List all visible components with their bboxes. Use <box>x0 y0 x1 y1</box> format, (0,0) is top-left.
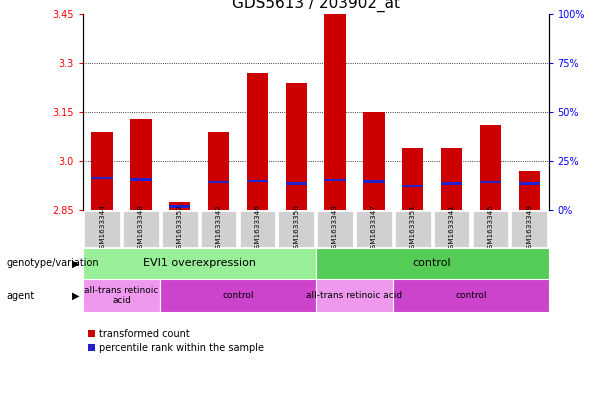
Bar <box>434 211 470 247</box>
Bar <box>278 211 314 247</box>
Bar <box>169 202 191 210</box>
Bar <box>402 148 424 210</box>
Bar <box>85 211 120 247</box>
Bar <box>131 119 151 210</box>
Bar <box>324 179 346 182</box>
Bar <box>473 211 508 247</box>
Bar <box>169 205 191 208</box>
Text: control: control <box>413 258 452 268</box>
Bar <box>123 211 159 247</box>
Bar <box>240 211 275 247</box>
Text: agent: agent <box>6 291 34 301</box>
Bar <box>161 279 316 312</box>
Text: GSM1633343: GSM1633343 <box>332 204 338 253</box>
Bar <box>395 211 430 247</box>
Bar <box>286 83 307 210</box>
Text: GSM1633342: GSM1633342 <box>216 204 222 253</box>
Text: GSM1633348: GSM1633348 <box>138 204 144 253</box>
Text: all-trans retinoic
acid: all-trans retinoic acid <box>85 286 159 305</box>
Text: GSM1633351: GSM1633351 <box>409 204 416 253</box>
Bar <box>208 181 229 184</box>
Text: control: control <box>223 291 254 300</box>
Text: all-trans retinoic acid: all-trans retinoic acid <box>306 291 403 300</box>
Legend: transformed count, percentile rank within the sample: transformed count, percentile rank withi… <box>88 329 264 353</box>
Bar <box>83 279 161 312</box>
Bar <box>316 248 549 279</box>
Text: GSM1633341: GSM1633341 <box>449 204 455 253</box>
Bar <box>247 180 268 182</box>
Bar <box>131 178 151 181</box>
Title: GDS5613 / 203902_at: GDS5613 / 203902_at <box>232 0 400 13</box>
Text: GSM1633350: GSM1633350 <box>293 204 299 253</box>
Text: EVI1 overexpression: EVI1 overexpression <box>143 258 256 268</box>
Text: genotype/variation: genotype/variation <box>6 258 99 268</box>
Bar <box>83 248 316 279</box>
Bar <box>441 148 462 210</box>
Bar <box>286 182 307 185</box>
Bar <box>480 181 501 184</box>
Bar <box>201 211 237 247</box>
Bar <box>208 132 229 210</box>
Bar <box>324 12 346 210</box>
Bar <box>318 211 353 247</box>
Bar <box>91 176 113 179</box>
Text: GSM1633347: GSM1633347 <box>371 204 377 253</box>
Bar <box>394 279 549 312</box>
Text: control: control <box>455 291 487 300</box>
Bar <box>519 171 540 210</box>
Bar <box>91 132 113 210</box>
Text: GSM1633346: GSM1633346 <box>254 204 261 253</box>
Text: GSM1633352: GSM1633352 <box>177 204 183 253</box>
Bar <box>316 279 394 312</box>
Bar <box>356 211 392 247</box>
Text: ▶: ▶ <box>72 258 80 268</box>
Text: GSM1633345: GSM1633345 <box>487 204 493 253</box>
Bar <box>162 211 197 247</box>
Bar <box>519 182 540 185</box>
Text: ▶: ▶ <box>72 291 80 301</box>
Bar <box>364 112 384 210</box>
Text: GSM1633344: GSM1633344 <box>99 204 105 253</box>
Bar <box>402 185 424 187</box>
Bar <box>441 182 462 185</box>
Text: GSM1633349: GSM1633349 <box>526 204 532 253</box>
Bar <box>364 180 384 183</box>
Bar <box>480 125 501 210</box>
Bar <box>247 73 268 210</box>
Bar <box>511 211 547 247</box>
